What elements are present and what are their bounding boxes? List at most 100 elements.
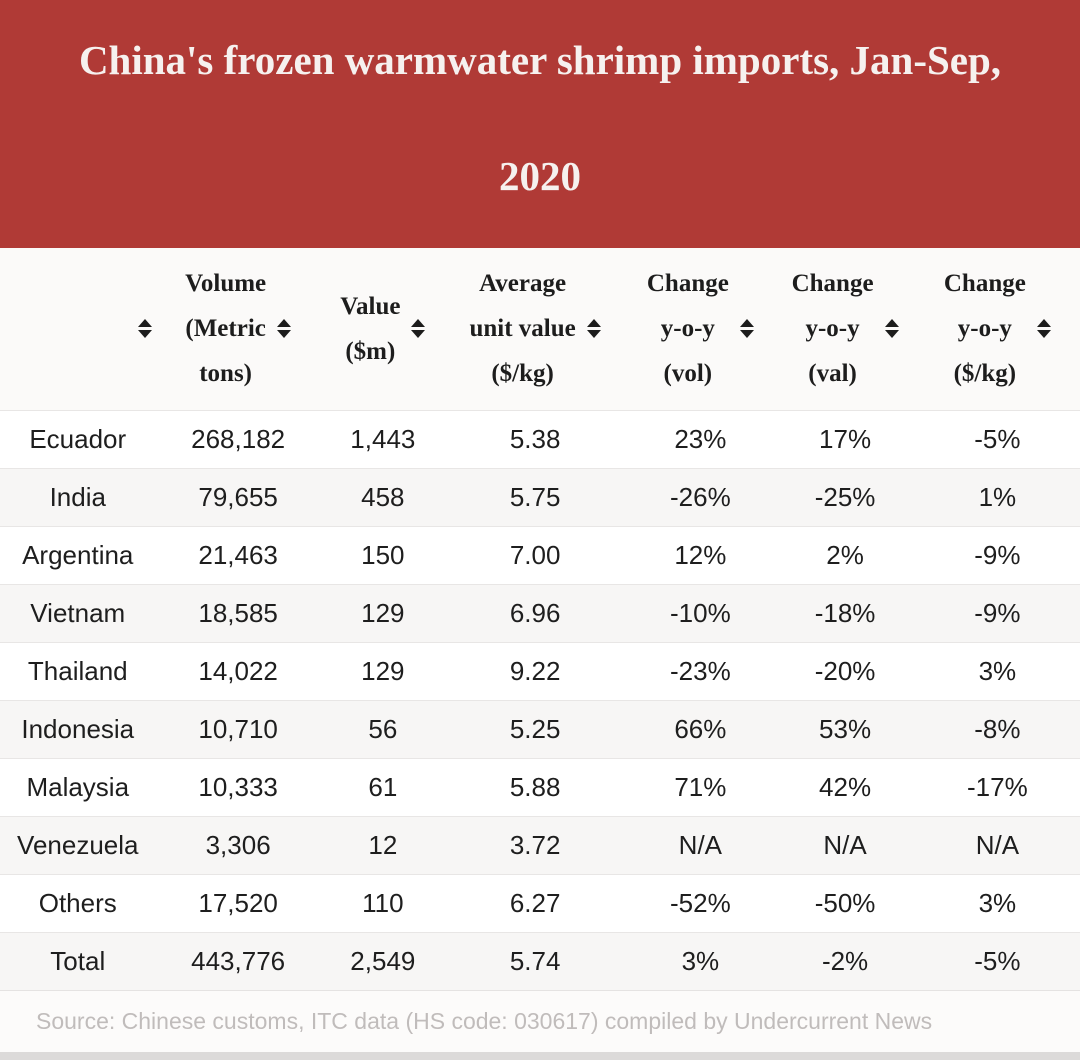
- source-note: Source: Chinese customs, ITC data (HS co…: [36, 1008, 933, 1034]
- table-row: Malaysia 10,333 61 5.88 71% 42% -17%: [0, 758, 1080, 816]
- sort-down-arrow-icon: [1036, 330, 1051, 339]
- value-cell: 71%: [674, 771, 727, 802]
- value-cell: -26%: [670, 481, 731, 512]
- table-row: Vietnam 18,585 129 6.96 -10% -18% -9%: [0, 584, 1080, 642]
- value-cell: -10%: [670, 597, 731, 628]
- header-row: Volume (Metric tons) Value ($m) Average un…: [0, 248, 1080, 410]
- column-label: Change y-o-y (vol): [646, 270, 729, 388]
- column-header-volume[interactable]: Volume (Metric tons): [156, 248, 321, 410]
- sort-icon[interactable]: [411, 319, 426, 339]
- country-cell: Total: [50, 945, 106, 976]
- sort-icon[interactable]: [277, 319, 292, 339]
- value-cell: 6.27: [509, 887, 561, 918]
- country-cell: Vietnam: [30, 597, 126, 628]
- value-cell: 3%: [978, 655, 1017, 686]
- value-cell: 3%: [681, 945, 720, 976]
- value-cell: 10,710: [198, 713, 278, 744]
- sort-up-arrow-icon: [739, 319, 754, 328]
- sort-down-arrow-icon: [277, 330, 292, 339]
- column-label: Average unit value ($/kg): [469, 270, 576, 388]
- sort-down-arrow-icon: [137, 330, 152, 339]
- sort-down-arrow-icon: [739, 330, 754, 339]
- value-cell: N/A: [678, 829, 723, 860]
- column-header-country[interactable]: [0, 248, 156, 410]
- sort-icon[interactable]: [739, 319, 754, 339]
- value-cell: 17%: [819, 423, 872, 454]
- table-row: Ecuador 268,182 1,443 5.38 23% 17% -5%: [0, 410, 1080, 468]
- sort-up-arrow-icon: [1036, 319, 1051, 328]
- value-cell: 5.25: [509, 713, 561, 744]
- value-cell: 2%: [826, 539, 864, 570]
- value-cell: -23%: [670, 655, 731, 686]
- value-cell: 3%: [978, 887, 1017, 918]
- value-cell: 129: [361, 597, 405, 628]
- sort-icon[interactable]: [884, 319, 899, 339]
- value-cell: 5.74: [509, 945, 561, 976]
- value-cell: 56: [368, 713, 398, 744]
- imports-table: Volume (Metric tons) Value ($m) Average un…: [0, 248, 1080, 990]
- value-cell: 66%: [674, 713, 727, 744]
- value-cell: -17%: [967, 771, 1028, 802]
- column-header-average[interactable]: Average unit value ($/kg): [445, 248, 625, 410]
- value-cell: 53%: [819, 713, 872, 744]
- country-cell: Ecuador: [29, 423, 127, 454]
- value-cell: 3,306: [205, 829, 271, 860]
- table-row: Argentina 21,463 150 7.00 12% 2% -9%: [0, 526, 1080, 584]
- value-cell: 1%: [978, 481, 1017, 512]
- page-title: China's frozen warmwater shrimp imports,…: [0, 0, 1080, 234]
- column-label: Volume (Metric tons): [185, 270, 267, 388]
- value-cell: 18,585: [198, 597, 278, 628]
- value-cell: -50%: [814, 887, 876, 918]
- sort-up-arrow-icon: [277, 319, 292, 328]
- sort-icon[interactable]: [137, 319, 152, 339]
- table-row: Thailand 14,022 129 9.22 -23% -20% 3%: [0, 642, 1080, 700]
- value-cell: -8%: [974, 713, 1021, 744]
- value-cell: 10,333: [198, 771, 278, 802]
- sort-down-arrow-icon: [586, 330, 601, 339]
- value-cell: 17,520: [198, 887, 278, 918]
- value-cell: -9%: [974, 539, 1021, 570]
- value-cell: 42%: [819, 771, 872, 802]
- value-cell: 7.00: [509, 539, 561, 570]
- value-cell: 5.75: [509, 481, 561, 512]
- title-banner: China's frozen warmwater shrimp imports,…: [0, 0, 1080, 248]
- table-row: Indonesia 10,710 56 5.25 66% 53% -8%: [0, 700, 1080, 758]
- country-cell: India: [49, 481, 106, 512]
- value-cell: 61: [368, 771, 398, 802]
- value-cell: 12%: [674, 539, 727, 570]
- country-cell: Venezuela: [17, 829, 139, 860]
- sort-icon[interactable]: [1036, 319, 1051, 339]
- country-cell: Others: [38, 887, 117, 918]
- bottom-strip: [0, 1052, 1080, 1060]
- value-cell: 458: [361, 481, 405, 512]
- value-cell: -5%: [974, 423, 1021, 454]
- value-cell: -20%: [814, 655, 876, 686]
- sort-down-arrow-icon: [411, 330, 426, 339]
- value-cell: 1,443: [350, 423, 416, 454]
- sort-down-arrow-icon: [884, 330, 899, 339]
- value-cell: 23%: [674, 423, 727, 454]
- table-row: Others 17,520 110 6.27 -52% -50% 3%: [0, 874, 1080, 932]
- column-header-change[interactable]: Change y-o-y ($/kg): [915, 248, 1080, 410]
- value-cell: -9%: [974, 597, 1021, 628]
- value-cell: 150: [361, 539, 405, 570]
- title-line-2: 2020: [499, 153, 581, 199]
- table-header: Volume (Metric tons) Value ($m) Average un…: [0, 248, 1080, 410]
- column-label: Change y-o-y (val): [791, 270, 874, 388]
- value-cell: 6.96: [509, 597, 561, 628]
- value-cell: 14,022: [198, 655, 278, 686]
- column-header-change[interactable]: Change y-o-y (val): [775, 248, 914, 410]
- column-label: Value ($m): [340, 292, 401, 365]
- column-header-value[interactable]: Value ($m): [321, 248, 445, 410]
- value-cell: 3.72: [509, 829, 561, 860]
- value-cell: 79,655: [198, 481, 278, 512]
- value-cell: N/A: [975, 829, 1020, 860]
- sort-icon[interactable]: [586, 319, 601, 339]
- column-header-change[interactable]: Change y-o-y (vol): [625, 248, 775, 410]
- column-label: Change y-o-y ($/kg): [943, 270, 1026, 388]
- sort-up-arrow-icon: [411, 319, 426, 328]
- country-cell: Thailand: [27, 655, 128, 686]
- country-cell: Malaysia: [26, 771, 130, 802]
- value-cell: 9.22: [509, 655, 561, 686]
